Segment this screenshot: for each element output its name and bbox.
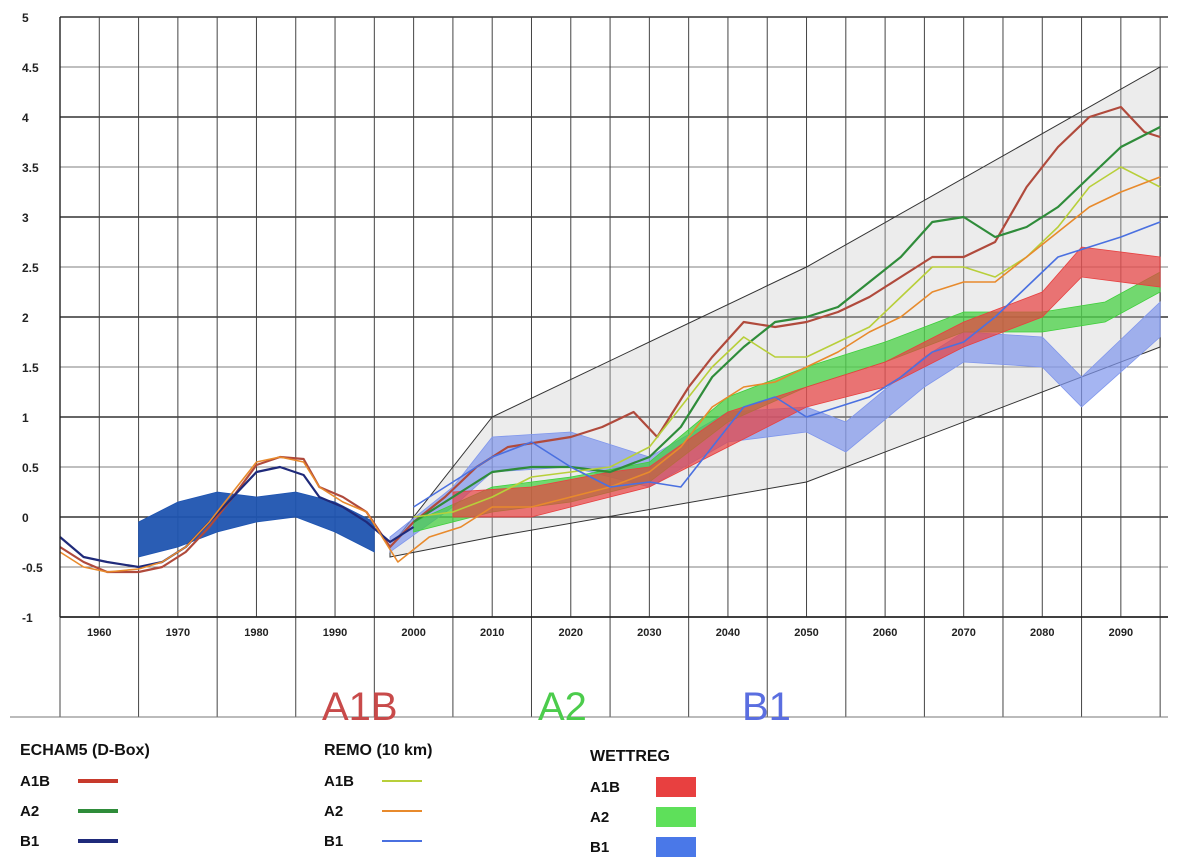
band-wettreg-3 (452, 246, 1161, 518)
legend-label: B1 (590, 838, 610, 856)
y-tick-label: 4 (22, 111, 29, 125)
legend-remo: REMO (10 km) A1B A2 B1 (324, 742, 432, 856)
legend-item: B1 (324, 826, 432, 856)
y-tick-label: 5 (22, 11, 29, 25)
x-tick-label: 2010 (480, 627, 504, 639)
x-tick-label: 2080 (1030, 627, 1054, 639)
scenario-labels: A1B A2 B1 (322, 685, 791, 729)
legend-item: A1B (590, 772, 696, 802)
legend-label: A1B (590, 778, 621, 796)
legend-swatch (656, 807, 696, 827)
legend-label: A2 (324, 802, 344, 820)
x-tick-label: 2050 (794, 627, 818, 639)
y-tick-label: -0.5 (22, 561, 43, 575)
ticks-layer: -1 -0.5 0 0.5 1 1.5 2 2.5 3 3.5 4 4.5 5 1960 1970 1980 1… (22, 11, 1133, 639)
legend-label: A2 (20, 802, 40, 820)
scenario-label-a2: A2 (538, 685, 587, 729)
legend-title: REMO (10 km) (324, 742, 433, 759)
scenario-label-b1: B1 (742, 685, 791, 729)
x-tick-label: 2090 (1109, 627, 1133, 639)
legend-label: B1 (20, 832, 40, 850)
x-tick-label: 1970 (166, 627, 190, 639)
legend-item: A1B (324, 766, 432, 796)
series-line-1 (413, 126, 1161, 523)
x-tick-label: 2060 (873, 627, 897, 639)
x-tick-label: 2040 (716, 627, 740, 639)
y-tick-label: 3 (22, 211, 29, 225)
legend-swatch (656, 837, 696, 857)
y-tick-label: 4.5 (22, 61, 39, 75)
legend-title: ECHAM5 (D-Box) (20, 742, 150, 759)
projection-envelope (389, 66, 1161, 558)
legend-swatch (382, 780, 422, 782)
y-tick-label: 0 (22, 511, 29, 525)
legend-label: B1 (324, 832, 344, 850)
legend-item: A2 (324, 796, 432, 826)
series-line-2 (59, 465, 415, 569)
series-layer (59, 105, 1161, 574)
y-tick-label: 3.5 (22, 161, 39, 175)
legend-item: B1 (20, 826, 150, 856)
y-tick-label: 2 (22, 311, 29, 325)
legend-item: B1 (590, 832, 696, 862)
series-line-5 (413, 221, 1161, 508)
envelope-layer (389, 66, 1161, 558)
x-tick-label: 1960 (87, 627, 111, 639)
legend-label: A2 (590, 808, 610, 826)
legend-wettreg: WETTREG A1B A2 B1 (590, 748, 696, 862)
legend-echam5: ECHAM5 (D-Box) A1B A2 B1 (20, 742, 150, 856)
axes-layer (59, 17, 1168, 618)
y-tick-label: 1.5 (22, 361, 39, 375)
x-tick-label: 2070 (951, 627, 975, 639)
legend-swatch (656, 777, 696, 797)
x-tick-label: 1980 (244, 627, 268, 639)
y-tick-label: 1 (22, 411, 29, 425)
legend-swatch (382, 840, 422, 842)
scenario-label-a1b: A1B (322, 685, 398, 729)
y-tick-label: 0.5 (22, 461, 39, 475)
bands-layer (138, 246, 1161, 558)
legend-swatch (78, 779, 118, 783)
x-tick-label: 1990 (323, 627, 347, 639)
x-tick-label: 2000 (401, 627, 425, 639)
legend-label: A1B (20, 772, 51, 790)
series-line-0 (59, 105, 1161, 574)
legend-swatch (382, 810, 422, 812)
legend-title: WETTREG (590, 748, 670, 765)
legend-item: A2 (20, 796, 150, 826)
legend-swatch (78, 839, 118, 843)
series-line-3 (413, 166, 1161, 518)
y-tick-label: 2.5 (22, 261, 39, 275)
x-tick-label: 2020 (559, 627, 583, 639)
x-tick-label: 2030 (637, 627, 661, 639)
y-tick-label: -1 (22, 611, 33, 625)
legend-swatch (78, 809, 118, 813)
legend-item: A1B (20, 766, 150, 796)
legend-item: A2 (590, 802, 696, 832)
series-line-4 (59, 176, 1161, 573)
legend-label: A1B (324, 772, 355, 790)
